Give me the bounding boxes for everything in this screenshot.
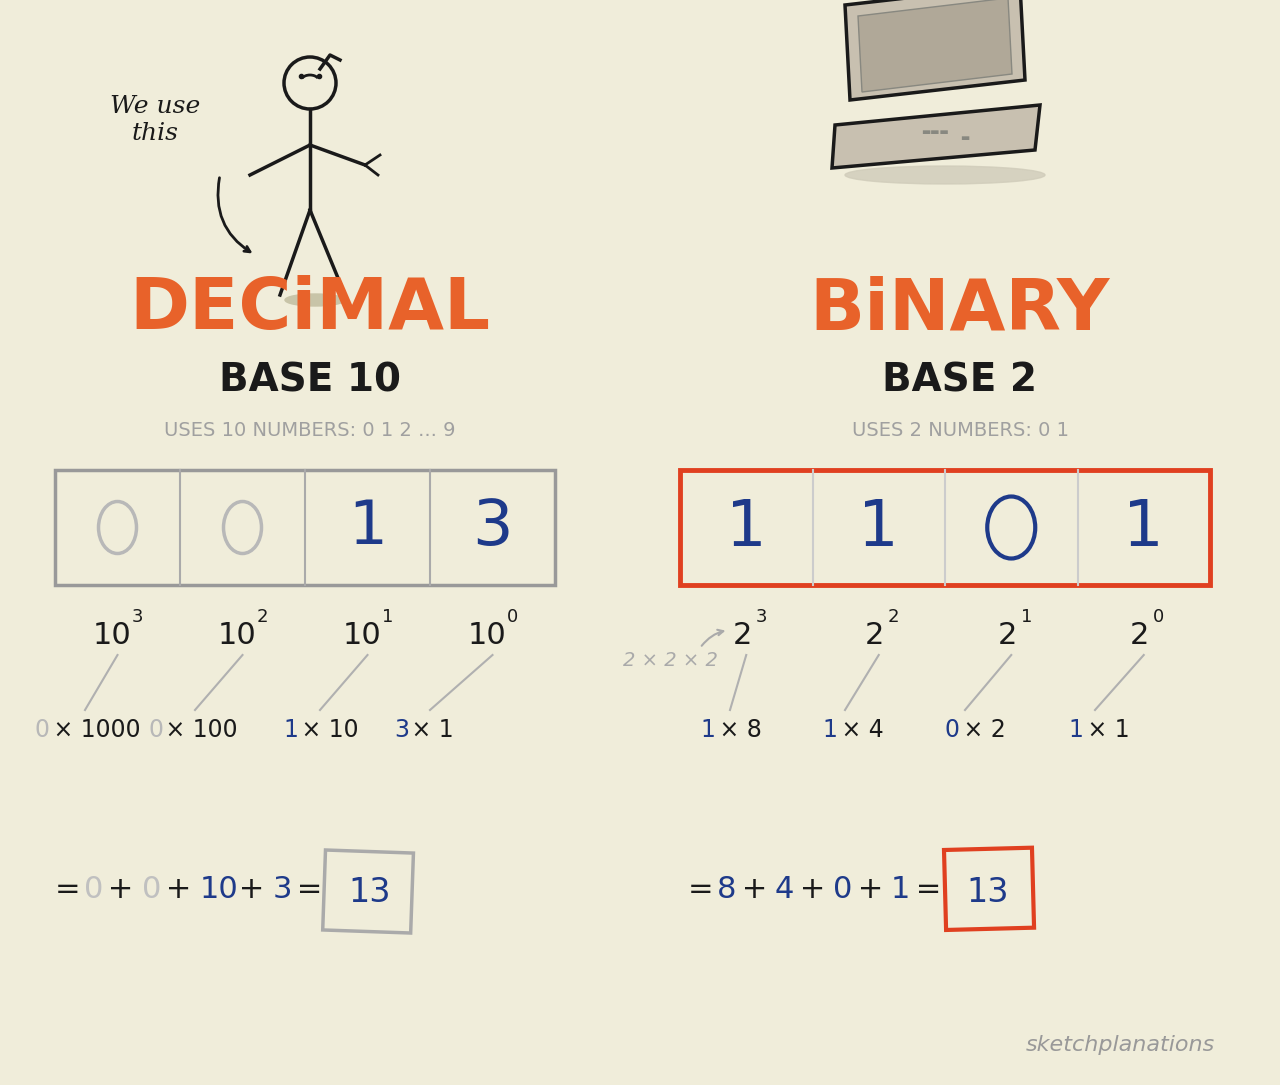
Text: 4: 4 [774, 876, 795, 905]
Bar [323, 850, 413, 933]
Text: × 1: × 1 [1079, 718, 1129, 742]
Text: × 1000: × 1000 [46, 718, 140, 742]
Text: =: = [689, 876, 723, 905]
Text: 10: 10 [343, 621, 381, 650]
Text: 1: 1 [700, 718, 714, 742]
Text: USES 2 NUMBERS: 0 1: USES 2 NUMBERS: 0 1 [851, 421, 1069, 439]
Text: +: + [229, 876, 274, 905]
Text: 10: 10 [468, 621, 507, 650]
Ellipse shape [845, 166, 1044, 184]
Text: =: = [287, 876, 332, 905]
Text: × 100: × 100 [159, 718, 238, 742]
Text: 1: 1 [1124, 497, 1164, 559]
Text: DECiMAL: DECiMAL [129, 276, 490, 345]
Text: 3: 3 [472, 497, 513, 559]
Text: × 8: × 8 [712, 718, 762, 742]
Text: 0: 0 [148, 718, 163, 742]
Text: 1: 1 [822, 718, 837, 742]
Text: 1: 1 [1020, 608, 1032, 626]
Text: BiNARY: BiNARY [810, 276, 1110, 345]
Text: 3: 3 [755, 608, 767, 626]
Bar [680, 470, 1210, 585]
Text: 10: 10 [200, 876, 239, 905]
Text: 0: 0 [142, 876, 161, 905]
Text: 2: 2 [888, 608, 900, 626]
Text: +: + [847, 876, 892, 905]
Text: × 4: × 4 [833, 718, 883, 742]
Polygon shape [845, 0, 1025, 100]
Text: 0: 0 [35, 718, 50, 742]
Text: 13: 13 [966, 876, 1009, 908]
Text: 8: 8 [717, 876, 736, 905]
Text: 0: 0 [833, 876, 852, 905]
Text: USES 10 NUMBERS: 0 1 2 ... 9: USES 10 NUMBERS: 0 1 2 ... 9 [164, 421, 456, 439]
Polygon shape [858, 0, 1012, 92]
Text: × 2: × 2 [955, 718, 1005, 742]
Bar [55, 470, 556, 585]
Text: 10: 10 [218, 621, 257, 650]
Text: 1: 1 [859, 497, 899, 559]
Text: 10: 10 [93, 621, 132, 650]
Text: 0: 0 [945, 718, 959, 742]
Text: 13: 13 [348, 876, 390, 908]
Text: 1: 1 [283, 718, 298, 742]
Ellipse shape [285, 294, 346, 306]
Text: 2: 2 [865, 621, 884, 650]
Text: 1: 1 [891, 876, 910, 905]
Text: 2: 2 [257, 608, 269, 626]
Polygon shape [832, 105, 1039, 168]
Text: 2 × 2 × 2: 2 × 2 × 2 [622, 651, 717, 669]
Text: +: + [790, 876, 835, 905]
Text: × 10: × 10 [293, 718, 358, 742]
Text: 0: 0 [1153, 608, 1165, 626]
Text: 1: 1 [1068, 718, 1083, 742]
Text: BASE 10: BASE 10 [219, 361, 401, 399]
Text: 1: 1 [348, 498, 387, 557]
Text: We use
this: We use this [110, 95, 200, 144]
Text: × 1: × 1 [404, 718, 454, 742]
Text: =: = [905, 876, 951, 905]
Text: 2: 2 [732, 621, 751, 650]
Text: +: + [99, 876, 143, 905]
Text: +: + [156, 876, 202, 905]
Text: 2: 2 [1130, 621, 1149, 650]
Text: 3: 3 [132, 608, 143, 626]
Text: 2: 2 [997, 621, 1016, 650]
Text: sketchplanations: sketchplanations [1025, 1035, 1215, 1055]
Text: BASE 2: BASE 2 [882, 361, 1038, 399]
Text: 0: 0 [507, 608, 518, 626]
Text: 1: 1 [381, 608, 393, 626]
Text: ▬▬▬: ▬▬▬ [922, 127, 948, 137]
Text: +: + [731, 876, 777, 905]
Text: ▬: ▬ [960, 133, 970, 143]
Text: =: = [55, 876, 91, 905]
Bar [945, 847, 1034, 930]
Text: 0: 0 [84, 876, 104, 905]
Text: 1: 1 [726, 497, 767, 559]
Text: 3: 3 [273, 876, 292, 905]
Text: 3: 3 [394, 718, 410, 742]
